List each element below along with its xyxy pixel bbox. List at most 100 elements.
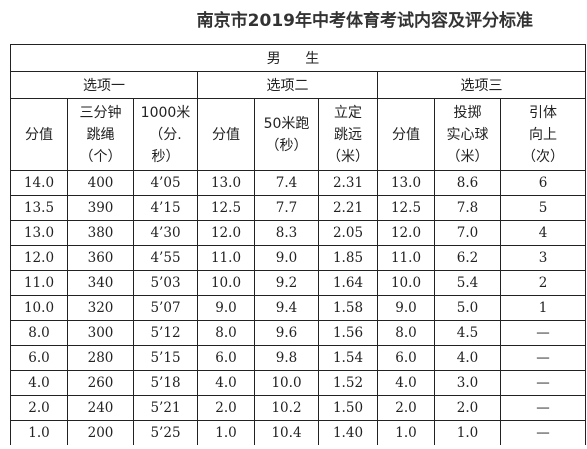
table-cell: 2.0 — [10, 395, 68, 421]
table-cell: 5’03 — [133, 270, 198, 296]
table-cell: 1.40 — [318, 420, 378, 445]
table-row: 2.0 240 5’21 2.0 10.2 1.50 2.0 2.0— — [10, 395, 587, 421]
table-cell: 5’21 — [133, 395, 198, 421]
table-cell: 2.0 — [434, 395, 501, 421]
table-cell: 8.0 — [10, 320, 68, 346]
table-cell: 400 — [67, 170, 134, 196]
table-row: 10.0 320 5’07 9.0 9.4 1.58 9.0 5.0 1 — [10, 295, 587, 321]
table-cell: 1.0 — [377, 420, 435, 445]
option-2-header: 选项二 — [197, 71, 378, 99]
gender-row: 男 生 — [9, 44, 587, 72]
table-cell: 1 — [499, 295, 587, 321]
table-cell: 10.0 — [377, 270, 435, 296]
table-cell: 12.0 — [197, 220, 255, 246]
option-1-header: 选项一 — [10, 71, 198, 99]
table-cell: 6.2 — [434, 245, 501, 271]
table-cell: 260 — [67, 370, 134, 396]
col-header-50m: 50米跑 （秒） — [254, 98, 319, 171]
col-header-pull-ups: 引体 向上 （次） — [499, 98, 587, 171]
table-cell: 280 — [67, 345, 134, 371]
table-cell: 6.0 — [197, 345, 255, 371]
table-row: 6.0 280 5’15 6.0 9.8 1.54 6.0 4.0— — [10, 345, 587, 371]
table-cell: — — [499, 320, 587, 346]
table-cell: 12.5 — [377, 195, 435, 221]
table-cell: 13.0 — [197, 170, 255, 196]
table-cell: 8.3 — [254, 220, 319, 246]
table-cell: 4’05 — [133, 170, 198, 196]
table-cell: 7.0 — [434, 220, 501, 246]
col-header-shot-put: 投掷 实心球 （米） — [434, 98, 501, 171]
table-cell: 7.4 — [254, 170, 319, 196]
table-cell: 5.4 — [434, 270, 501, 296]
table-cell: 9.2 — [254, 270, 319, 296]
table-row: 14.0 400 4’05 13.0 7.4 2.31 13.0 8.6 6 — [10, 170, 587, 196]
table-cell: 11.0 — [197, 245, 255, 271]
table-cell: 2.0 — [197, 395, 255, 421]
col-header-rope-skipping: 三分钟 跳绳 （个） — [67, 98, 134, 171]
option-3-header: 选项三 — [376, 71, 587, 99]
table-cell: 9.0 — [197, 295, 255, 321]
table-cell: 4.0 — [10, 370, 68, 396]
column-header-row: 分值 三分钟 跳绳 （个） 1000米 （分. 秒） 分值 50米跑 （秒） 立… — [10, 98, 587, 171]
table-cell: 300 — [67, 320, 134, 346]
table-cell: 8.0 — [197, 320, 255, 346]
table-cell: 320 — [67, 295, 134, 321]
table-cell: 14.0 — [10, 170, 68, 196]
table-cell: 4.0 — [434, 345, 501, 371]
table-cell: 1.50 — [318, 395, 378, 421]
col-header-score-2: 分值 — [197, 98, 255, 171]
table-cell: 340 — [67, 270, 134, 296]
table-cell: 7.8 — [434, 195, 501, 221]
table-cell: 4’15 — [133, 195, 198, 221]
table-cell: — — [499, 420, 587, 445]
table-cell: 12.0 — [10, 245, 68, 271]
table-cell: 11.0 — [377, 245, 435, 271]
col-header-score-1: 分值 — [10, 98, 68, 171]
table-cell: 12.0 — [377, 220, 435, 246]
table-cell: 380 — [67, 220, 134, 246]
table-cell: 390 — [67, 195, 134, 221]
table-cell: 1.56 — [318, 320, 378, 346]
page-title: 南京市2019年中考体育考试内容及评分标准 — [196, 10, 533, 31]
table-cell: 2.0 — [377, 395, 435, 421]
table-cell: 12.5 — [197, 195, 255, 221]
table-row: 8.0 300 5’12 8.0 9.6 1.56 8.0 4.5— — [10, 320, 587, 346]
table-cell: 1.52 — [318, 370, 378, 396]
table-cell: 8.0 — [377, 320, 435, 346]
table-cell: 13.0 — [10, 220, 68, 246]
table-cell: — — [499, 370, 587, 396]
table-cell: 10.0 — [197, 270, 255, 296]
table-cell: 4’30 — [133, 220, 198, 246]
table-cell: 10.0 — [10, 295, 68, 321]
table-cell: 8.6 — [434, 170, 501, 196]
table-cell: 360 — [67, 245, 134, 271]
table-cell: 6 — [499, 170, 587, 196]
col-header-score-3: 分值 — [377, 98, 435, 171]
option-row: 选项一 选项二 选项三 — [10, 71, 587, 99]
table-cell: 5’07 — [133, 295, 198, 321]
scoring-table: 男 生 选项一 选项二 选项三 分值 三分钟 跳绳 （个） 1000米 （分. … — [9, 44, 587, 445]
table-cell: 9.0 — [254, 245, 319, 271]
table-cell: 2.31 — [318, 170, 378, 196]
table-cell: 4 — [499, 220, 587, 246]
table-cell: 6.0 — [377, 345, 435, 371]
table-cell: 1.58 — [318, 295, 378, 321]
table-cell: — — [499, 395, 587, 421]
table-cell: 200 — [67, 420, 134, 445]
table-row: 1.0 200 5’25 1.0 10.4 1.40 1.0 1.0— — [10, 420, 587, 445]
col-header-long-jump: 立定 跳远 （米） — [318, 98, 378, 171]
table-cell: 1.64 — [318, 270, 378, 296]
table-cell: 1.54 — [318, 345, 378, 371]
table-cell: 9.6 — [254, 320, 319, 346]
table-cell: 5 — [499, 195, 587, 221]
table-cell: 5’18 — [133, 370, 198, 396]
table-cell: 4’55 — [133, 245, 198, 271]
table-cell: 7.7 — [254, 195, 319, 221]
table-cell: 11.0 — [10, 270, 68, 296]
gender-header: 男 生 — [9, 44, 587, 72]
table-row: 4.0 260 5’18 4.0 10.0 1.52 4.0 3.0— — [10, 370, 587, 396]
table-cell: 6.0 — [10, 345, 68, 371]
table-cell: 3 — [499, 245, 587, 271]
table-row: 11.0 340 5’03 10.0 9.2 1.64 10.0 5.4 2 — [10, 270, 587, 296]
table-cell: 4.5 — [434, 320, 501, 346]
